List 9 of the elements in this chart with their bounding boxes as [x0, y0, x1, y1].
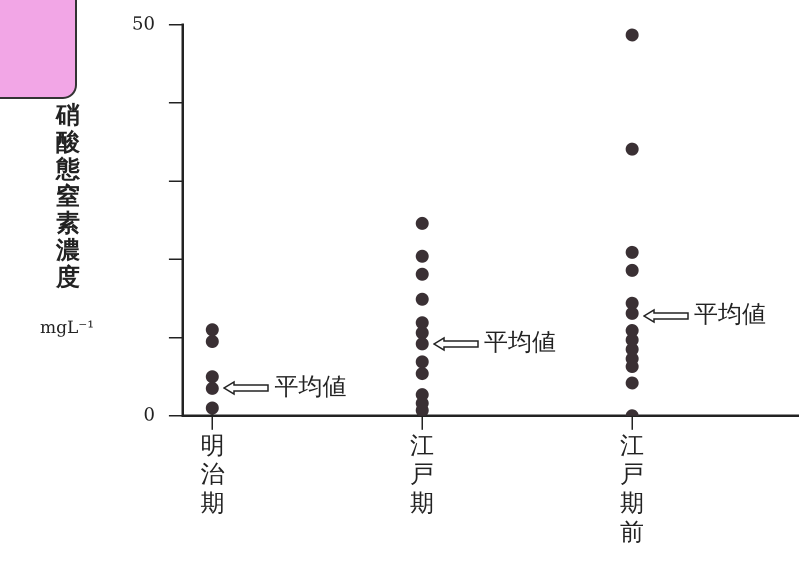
y-tick-label: 0: [143, 404, 155, 426]
x-tick-label: 江戸期: [410, 431, 434, 518]
x-tick-label: 江戸期前: [620, 431, 644, 546]
annotation: 平均値: [274, 372, 346, 401]
annotation: 平均値: [484, 328, 556, 356]
y-tick-label: 50: [132, 13, 155, 34]
annotation: 平均値: [694, 300, 766, 328]
y-axis-title: 硝酸態窒素濃度 mgL⁻¹: [40, 101, 94, 338]
x-tick-label: 明治期: [200, 431, 224, 518]
